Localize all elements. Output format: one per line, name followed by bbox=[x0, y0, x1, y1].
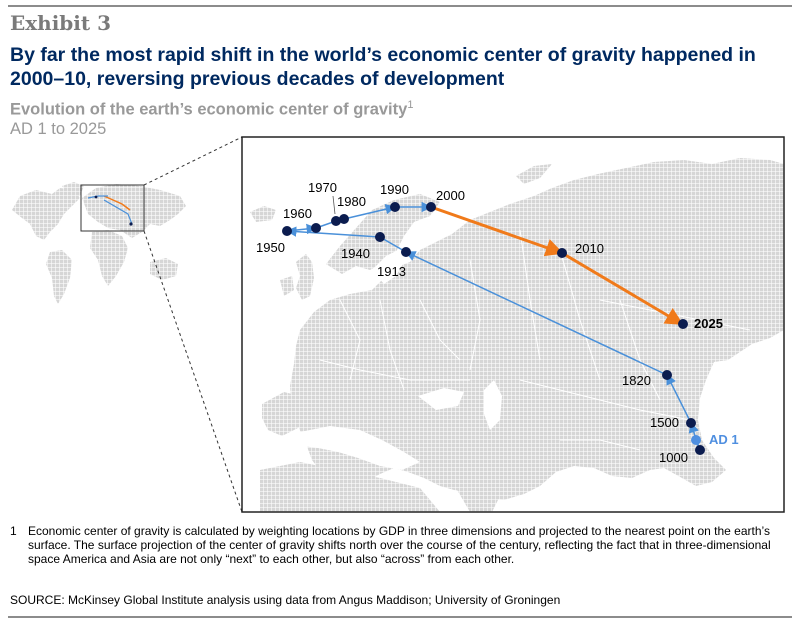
label-1970: 1970 bbox=[308, 180, 337, 195]
label-leader-1970 bbox=[332, 195, 336, 215]
detail-map: AD 1 1000 1500 1820 1913 1940 1950 1960 … bbox=[241, 136, 785, 513]
iberia-land bbox=[262, 392, 306, 436]
point-labels: AD 1 1000 1500 1820 1913 1940 1950 1960 … bbox=[256, 180, 739, 465]
label-1990: 1990 bbox=[380, 182, 409, 197]
label-1980: 1980 bbox=[337, 194, 366, 209]
point-1500 bbox=[686, 418, 696, 428]
point-1980 bbox=[339, 214, 349, 224]
center-points bbox=[282, 202, 705, 455]
point-1913 bbox=[401, 247, 411, 257]
zoom-box bbox=[80, 184, 145, 232]
zoom-connector-bottom bbox=[143, 230, 243, 513]
iceland-land bbox=[250, 206, 276, 222]
label-2025: 2025 bbox=[694, 316, 723, 331]
greenland-land bbox=[62, 182, 84, 196]
point-2010 bbox=[557, 248, 567, 258]
point-1990 bbox=[390, 202, 400, 212]
caspian-sea bbox=[484, 380, 502, 430]
bottom-rule bbox=[8, 616, 792, 618]
world-map-inset bbox=[12, 182, 186, 304]
time-range: AD 1 to 2025 bbox=[10, 120, 107, 138]
point-2025 bbox=[678, 319, 688, 329]
point-1000 bbox=[695, 445, 705, 455]
point-2000 bbox=[426, 202, 436, 212]
north-america-land bbox=[12, 188, 80, 240]
trajectory bbox=[285, 195, 700, 450]
path-1913-1940 bbox=[379, 236, 407, 253]
mediterranean-sea bbox=[300, 426, 420, 470]
arabia-land bbox=[456, 484, 500, 512]
inset-point bbox=[129, 222, 133, 226]
point-1970 bbox=[331, 216, 341, 226]
label-1500: 1500 bbox=[650, 415, 679, 430]
path-1980-1990 bbox=[343, 204, 397, 220]
label-2010: 2010 bbox=[575, 241, 604, 256]
path-2010-2025 bbox=[561, 251, 684, 326]
source-note: SOURCE: McKinsey Global Institute analys… bbox=[10, 593, 561, 607]
point-1820 bbox=[662, 370, 672, 380]
label-1950: 1950 bbox=[256, 240, 285, 255]
footnote-text: Economic center of gravity is calculated… bbox=[28, 524, 771, 566]
africa-land bbox=[90, 230, 128, 286]
point-ad1 bbox=[691, 435, 701, 445]
ireland-land bbox=[280, 276, 294, 296]
point-1960 bbox=[311, 223, 321, 233]
path-1820-1913 bbox=[405, 251, 668, 376]
exhibit-label: Exhibit 3 bbox=[10, 11, 112, 35]
path-1500-1820 bbox=[666, 374, 692, 424]
path-2000-2010 bbox=[430, 205, 564, 257]
label-1960: 1960 bbox=[283, 206, 312, 221]
point-1940 bbox=[375, 232, 385, 242]
chart-subtitle: Evolution of the earth’s economic center… bbox=[10, 99, 413, 120]
footnote-marker: 1 bbox=[10, 524, 17, 538]
black-sea bbox=[418, 388, 464, 410]
inset-trajectory-recent bbox=[103, 195, 131, 211]
label-1940: 1940 bbox=[341, 246, 370, 261]
zoom-connector-top bbox=[143, 136, 243, 186]
detail-map-border bbox=[241, 136, 785, 513]
eurasia-land bbox=[82, 184, 186, 238]
point-1950 bbox=[282, 226, 292, 236]
south-america-land bbox=[46, 250, 72, 304]
baltic-sea bbox=[372, 250, 404, 284]
subtitle-text: Evolution of the earth’s economic center… bbox=[10, 100, 408, 119]
top-rule bbox=[8, 5, 792, 7]
label-1000: 1000 bbox=[659, 450, 688, 465]
novaya-zemlya-land bbox=[516, 164, 552, 184]
label-ad1: AD 1 bbox=[709, 432, 739, 447]
subtitle-footnote-marker: 1 bbox=[407, 99, 414, 111]
inset-point bbox=[94, 195, 98, 199]
chart-headline: By far the most rapid shift in the world… bbox=[10, 44, 756, 90]
label-2000: 2000 bbox=[436, 188, 465, 203]
inset-trajectory-historic bbox=[87, 195, 133, 225]
label-1913: 1913 bbox=[377, 264, 406, 279]
path-1940-1950 bbox=[285, 226, 381, 238]
north-africa-land bbox=[260, 462, 440, 512]
label-1820: 1820 bbox=[622, 373, 651, 388]
australia-land bbox=[150, 258, 178, 280]
uk-land bbox=[296, 254, 314, 300]
